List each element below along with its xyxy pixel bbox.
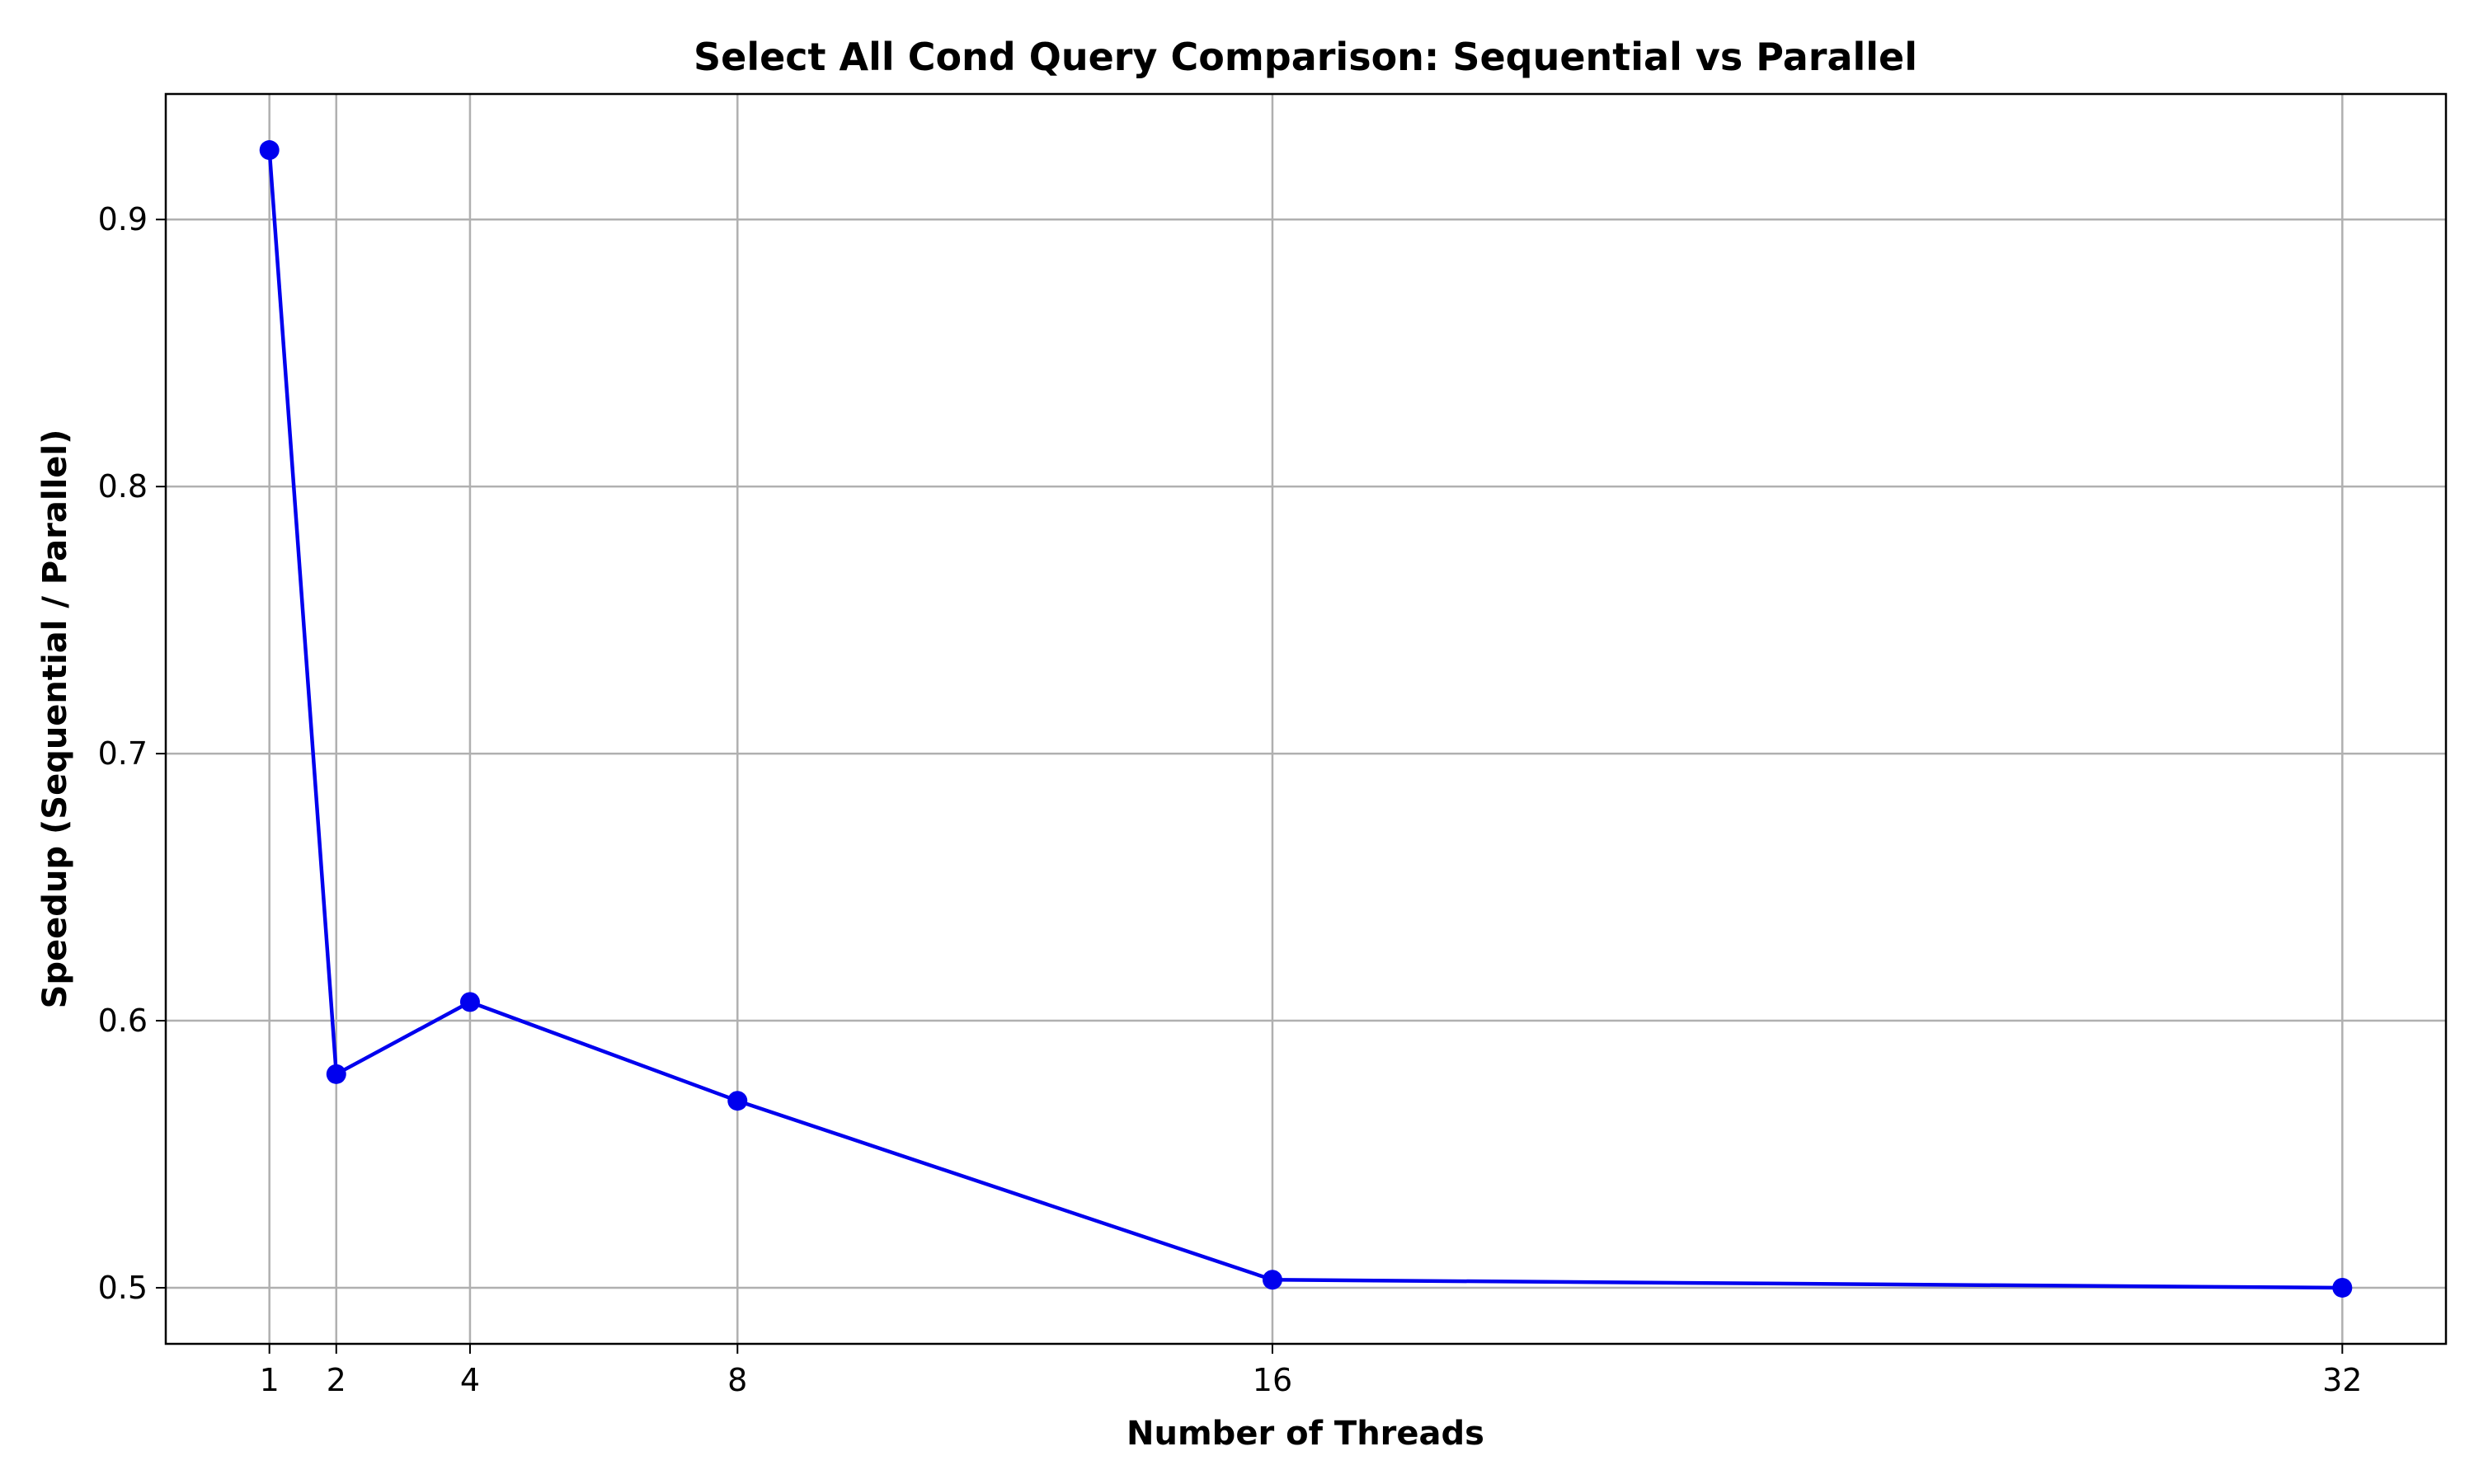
chart-title: Select All Cond Query Comparison: Sequen… bbox=[694, 35, 1917, 79]
y-tick-label: 0.6 bbox=[98, 1003, 148, 1039]
x-tick-label: 16 bbox=[1253, 1362, 1292, 1398]
plot-frame bbox=[164, 92, 2448, 1345]
y-tick-label: 0.5 bbox=[98, 1270, 148, 1306]
data-point bbox=[1262, 1270, 1282, 1290]
grid-layer bbox=[166, 94, 2446, 1344]
tick-layer: 1 2 4 8 16 32 0.5 0.6 0.7 0.8 0.9 bbox=[98, 201, 2363, 1398]
series-layer bbox=[259, 140, 2353, 1298]
x-tick-label: 2 bbox=[327, 1362, 346, 1398]
x-tick-label: 4 bbox=[460, 1362, 480, 1398]
y-tick-label: 0.8 bbox=[98, 468, 148, 505]
x-tick-label: 1 bbox=[260, 1362, 280, 1398]
x-axis-label: Number of Threads bbox=[1126, 1415, 1484, 1453]
data-point bbox=[459, 992, 480, 1012]
data-point bbox=[326, 1064, 346, 1084]
x-tick-label: 32 bbox=[2322, 1362, 2362, 1398]
data-point bbox=[727, 1091, 748, 1111]
y-tick-label: 0.7 bbox=[98, 735, 148, 772]
series-line bbox=[267, 149, 2343, 1290]
y-tick-label: 0.9 bbox=[98, 201, 148, 237]
x-tick-label: 8 bbox=[727, 1362, 747, 1398]
y-axis-label: Speedup (Sequential / Parallel) bbox=[36, 430, 74, 1009]
data-point bbox=[2332, 1277, 2353, 1298]
data-point bbox=[259, 140, 280, 161]
